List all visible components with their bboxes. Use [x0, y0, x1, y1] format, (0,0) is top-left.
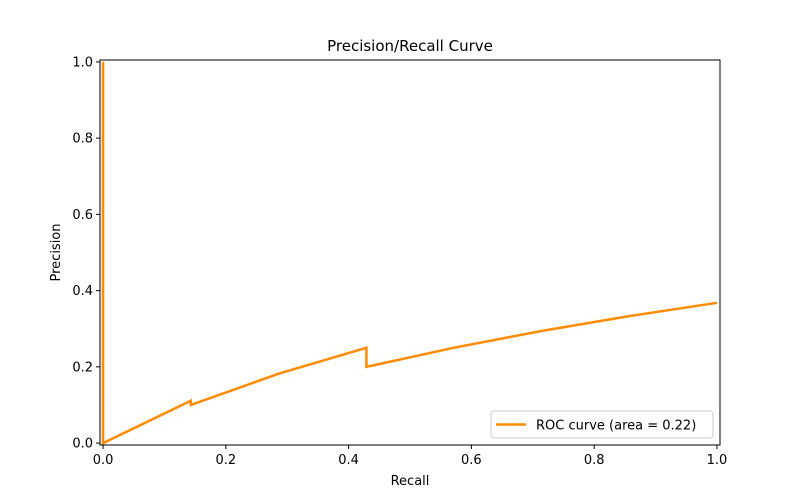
y-tick-label: 0.4 [72, 284, 93, 299]
x-tick-label: 0.2 [215, 453, 236, 468]
x-tick-label: 0.8 [584, 453, 605, 468]
legend: ROC curve (area = 0.22) [490, 410, 714, 439]
x-tick-label: 1.0 [707, 453, 728, 468]
chart-title: Precision/Recall Curve [327, 37, 493, 55]
plot-area [101, 61, 718, 446]
y-tick-label: 0.2 [72, 360, 93, 375]
legend-label: ROC curve (area = 0.22) [536, 419, 696, 434]
x-axis: 0.0 0.2 0.4 0.6 0.8 1.0 [93, 445, 728, 468]
roc-curve-line [101, 61, 718, 446]
x-axis-label: Recall [391, 474, 430, 489]
y-tick-label: 0.6 [72, 208, 93, 223]
y-tick-label: 1.0 [72, 55, 93, 70]
x-tick-label: 0.4 [338, 453, 359, 468]
x-tick-label: 0.6 [461, 453, 482, 468]
axes-frame [99, 59, 721, 446]
x-tick-label: 0.0 [93, 453, 114, 468]
y-tick-label: 0.0 [72, 437, 93, 452]
legend-box [490, 410, 714, 439]
y-axis-label: Precision [49, 223, 64, 281]
y-tick-label: 0.8 [72, 132, 93, 147]
y-axis: 0.0 0.2 0.4 0.6 0.8 1.0 [72, 55, 100, 452]
